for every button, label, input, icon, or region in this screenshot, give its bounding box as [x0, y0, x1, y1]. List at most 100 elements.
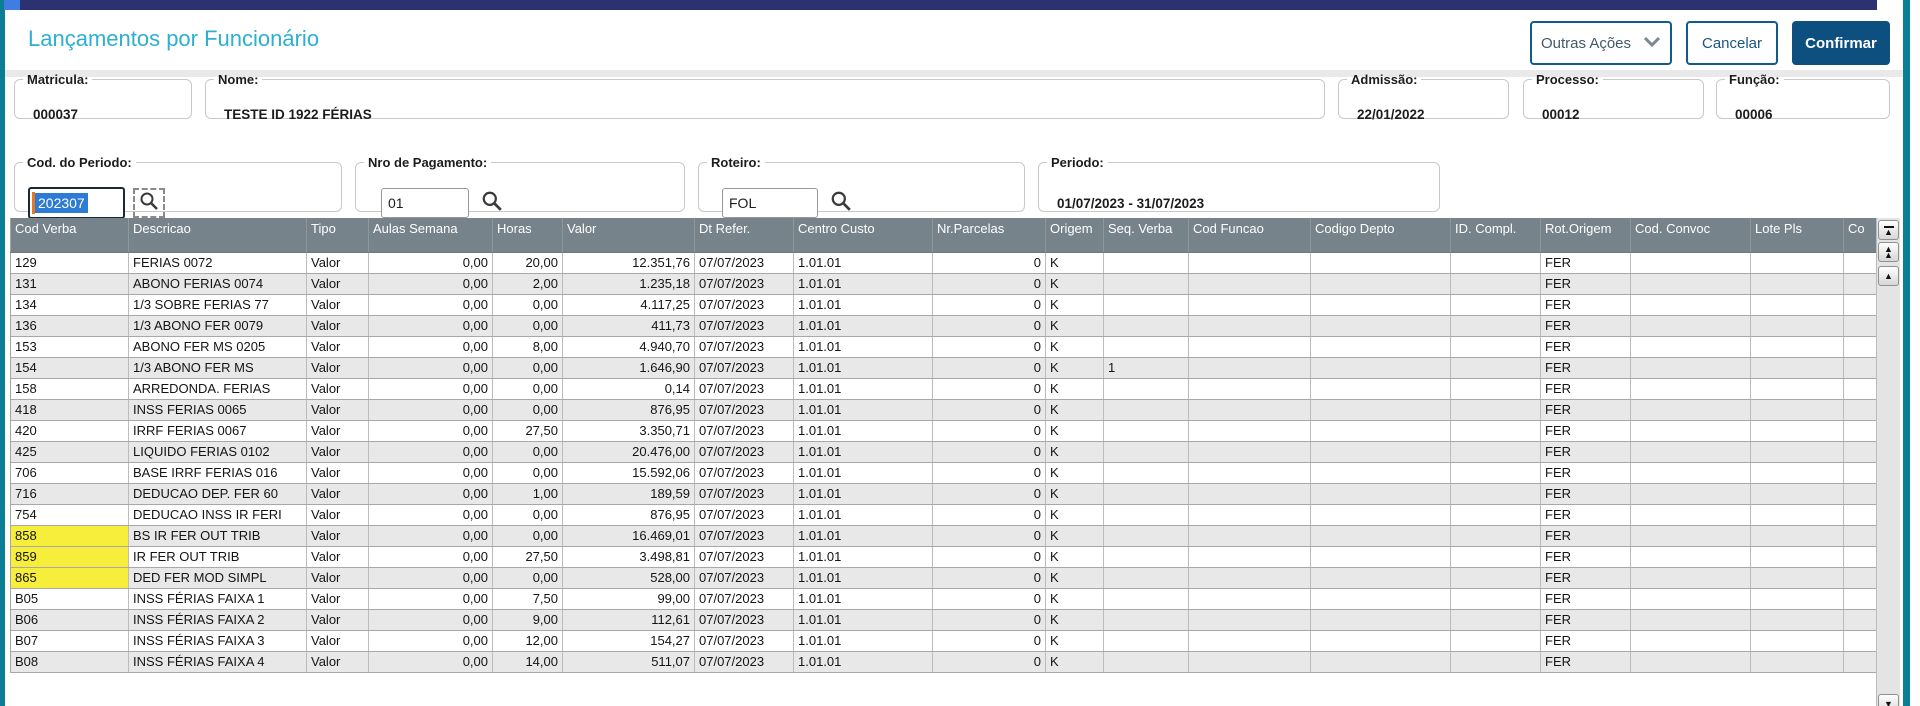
- cell-origem[interactable]: K: [1045, 609, 1104, 631]
- cell-cod[interactable]: 154: [10, 357, 129, 379]
- cell-co[interactable]: [1843, 483, 1877, 505]
- cell-cod_convoc[interactable]: [1630, 630, 1751, 652]
- table-row[interactable]: B07 INSS FÉRIAS FAIXA 3 Valor 0,00 12,00 154,…: [10, 630, 1877, 652]
- cell-seq_verba[interactable]: [1103, 609, 1189, 631]
- cell-lote_pls[interactable]: [1750, 525, 1844, 547]
- nro-pagamento-lookup-button[interactable]: [476, 188, 508, 218]
- cell-cod[interactable]: 858: [10, 525, 129, 547]
- cell-aulas[interactable]: 0,00: [368, 399, 493, 421]
- cell-cod[interactable]: 859: [10, 546, 129, 568]
- cell-origem[interactable]: K: [1045, 546, 1104, 568]
- cell-cod_funcao[interactable]: [1188, 294, 1311, 316]
- cell-valor[interactable]: 112,61: [562, 609, 695, 631]
- cod-periodo-input[interactable]: 202307: [28, 187, 125, 219]
- cell-centro_custo[interactable]: 1.01.01: [793, 588, 933, 610]
- cell-cod[interactable]: B05: [10, 588, 129, 610]
- cell-tipo[interactable]: Valor: [306, 294, 369, 316]
- cell-lote_pls[interactable]: [1750, 462, 1844, 484]
- cell-lote_pls[interactable]: [1750, 546, 1844, 568]
- cell-co[interactable]: [1843, 588, 1877, 610]
- cell-valor[interactable]: 3.350,71: [562, 420, 695, 442]
- cell-id_compl[interactable]: [1450, 315, 1541, 337]
- cell-rot_origem[interactable]: FER: [1540, 651, 1631, 673]
- cell-seq_verba[interactable]: [1103, 651, 1189, 673]
- cell-lote_pls[interactable]: [1750, 441, 1844, 463]
- cell-centro_custo[interactable]: 1.01.01: [793, 483, 933, 505]
- cell-codigo_depto[interactable]: [1310, 357, 1451, 379]
- cell-aulas[interactable]: 0,00: [368, 294, 493, 316]
- cell-cod_funcao[interactable]: [1188, 336, 1311, 358]
- cell-dt_refer[interactable]: 07/07/2023: [694, 441, 794, 463]
- cell-cod_funcao[interactable]: [1188, 588, 1311, 610]
- cell-dt_refer[interactable]: 07/07/2023: [694, 315, 794, 337]
- cell-id_compl[interactable]: [1450, 399, 1541, 421]
- cell-nr_parcelas[interactable]: 0: [932, 567, 1046, 589]
- nro-pagamento-input[interactable]: [381, 188, 469, 218]
- cell-cod_funcao[interactable]: [1188, 546, 1311, 568]
- cell-cod[interactable]: B07: [10, 630, 129, 652]
- cell-co[interactable]: [1843, 315, 1877, 337]
- cell-aulas[interactable]: 0,00: [368, 588, 493, 610]
- cell-descricao[interactable]: ARREDONDA. FERIAS: [128, 378, 307, 400]
- cell-co[interactable]: [1843, 294, 1877, 316]
- cell-lote_pls[interactable]: [1750, 378, 1844, 400]
- cell-id_compl[interactable]: [1450, 336, 1541, 358]
- cell-seq_verba[interactable]: [1103, 567, 1189, 589]
- cell-origem[interactable]: K: [1045, 420, 1104, 442]
- cell-dt_refer[interactable]: 07/07/2023: [694, 546, 794, 568]
- cell-origem[interactable]: K: [1045, 462, 1104, 484]
- cell-codigo_depto[interactable]: [1310, 588, 1451, 610]
- cell-centro_custo[interactable]: 1.01.01: [793, 609, 933, 631]
- cell-cod_funcao[interactable]: [1188, 378, 1311, 400]
- cell-horas[interactable]: 0,00: [492, 378, 563, 400]
- cell-seq_verba[interactable]: [1103, 462, 1189, 484]
- cell-co[interactable]: [1843, 273, 1877, 295]
- cell-dt_refer[interactable]: 07/07/2023: [694, 357, 794, 379]
- cell-tipo[interactable]: Valor: [306, 399, 369, 421]
- cell-centro_custo[interactable]: 1.01.01: [793, 441, 933, 463]
- cell-seq_verba[interactable]: [1103, 252, 1189, 274]
- cell-centro_custo[interactable]: 1.01.01: [793, 546, 933, 568]
- outras-acoes-button[interactable]: Outras Ações: [1530, 21, 1672, 65]
- cell-tipo[interactable]: Valor: [306, 630, 369, 652]
- cell-dt_refer[interactable]: 07/07/2023: [694, 420, 794, 442]
- cancelar-button[interactable]: Cancelar: [1686, 21, 1778, 65]
- cell-cod_convoc[interactable]: [1630, 420, 1751, 442]
- cell-centro_custo[interactable]: 1.01.01: [793, 357, 933, 379]
- cell-lote_pls[interactable]: [1750, 357, 1844, 379]
- cell-co[interactable]: [1843, 546, 1877, 568]
- table-row[interactable]: 425 LIQUIDO FERIAS 0102 Valor 0,00 0,00 20.47…: [10, 441, 1877, 463]
- table-row[interactable]: 129 FERIAS 0072 Valor 0,00 20,00 12.351,76 07/…: [10, 252, 1877, 274]
- cell-valor[interactable]: 99,00: [562, 588, 695, 610]
- cell-codigo_depto[interactable]: [1310, 651, 1451, 673]
- cell-id_compl[interactable]: [1450, 294, 1541, 316]
- cell-seq_verba[interactable]: 1: [1103, 357, 1189, 379]
- cell-descricao[interactable]: DEDUCAO INSS IR FERI: [128, 504, 307, 526]
- cell-id_compl[interactable]: [1450, 567, 1541, 589]
- cell-cod[interactable]: 129: [10, 252, 129, 274]
- cell-cod_funcao[interactable]: [1188, 357, 1311, 379]
- cell-seq_verba[interactable]: [1103, 504, 1189, 526]
- cell-descricao[interactable]: INSS FÉRIAS FAIXA 4: [128, 651, 307, 673]
- cell-id_compl[interactable]: [1450, 357, 1541, 379]
- cell-descricao[interactable]: ABONO FERIAS 0074: [128, 273, 307, 295]
- cell-descricao[interactable]: IR FER OUT TRIB: [128, 546, 307, 568]
- cell-tipo[interactable]: Valor: [306, 567, 369, 589]
- cell-rot_origem[interactable]: FER: [1540, 420, 1631, 442]
- cell-horas[interactable]: 0,00: [492, 525, 563, 547]
- cell-horas[interactable]: 0,00: [492, 315, 563, 337]
- cell-centro_custo[interactable]: 1.01.01: [793, 399, 933, 421]
- cell-dt_refer[interactable]: 07/07/2023: [694, 483, 794, 505]
- cell-valor[interactable]: 411,73: [562, 315, 695, 337]
- cell-centro_custo[interactable]: 1.01.01: [793, 420, 933, 442]
- cell-origem[interactable]: K: [1045, 588, 1104, 610]
- cell-valor[interactable]: 12.351,76: [562, 252, 695, 274]
- cell-rot_origem[interactable]: FER: [1540, 546, 1631, 568]
- cell-cod_funcao[interactable]: [1188, 315, 1311, 337]
- cell-tipo[interactable]: Valor: [306, 504, 369, 526]
- cell-dt_refer[interactable]: 07/07/2023: [694, 294, 794, 316]
- cell-nr_parcelas[interactable]: 0: [932, 525, 1046, 547]
- table-row[interactable]: 858 BS IR FER OUT TRIB Valor 0,00 0,00 16.469…: [10, 525, 1877, 547]
- cell-codigo_depto[interactable]: [1310, 273, 1451, 295]
- cell-nr_parcelas[interactable]: 0: [932, 483, 1046, 505]
